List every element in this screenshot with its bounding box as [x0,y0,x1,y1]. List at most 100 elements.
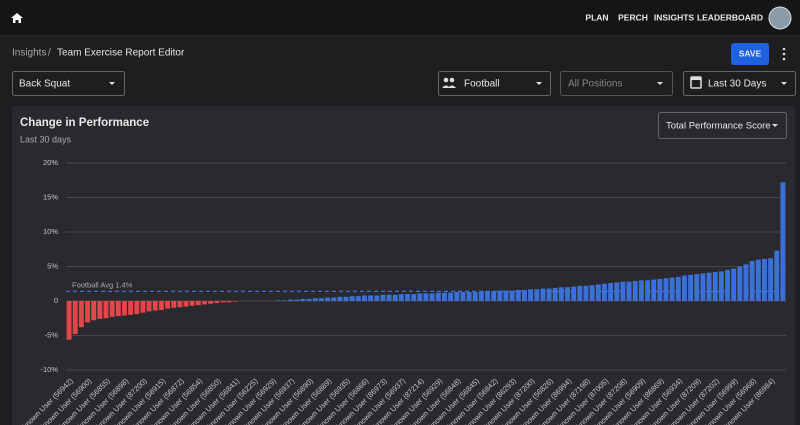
caret [109,82,115,85]
bar [577,285,583,301]
people-icon [442,77,456,88]
bar [749,260,755,301]
positions-placeholder: All Positions [568,79,622,90]
y-tick-label: 0 [54,296,58,305]
nav-perch[interactable]: PERCH [618,12,648,22]
save-label[interactable]: SAVE [739,48,762,58]
positions-select[interactable] [560,71,673,96]
bar [232,301,238,302]
bar [694,274,700,301]
bar [663,278,669,301]
calendar-icon [690,76,702,89]
metric-select[interactable] [658,112,787,139]
bar [737,266,743,301]
bar [700,273,706,301]
bar [171,301,177,308]
exercise-select[interactable] [12,71,125,96]
bar [595,284,601,301]
bar [589,285,595,301]
bar [651,279,657,301]
bar [183,301,189,307]
bar [208,301,214,304]
bar [688,274,694,301]
nav-leaderboard[interactable]: LEADERBOARD [697,12,763,22]
caret [536,82,542,85]
bar [146,301,152,312]
bar [85,301,90,323]
top-bar [0,0,800,36]
bar [743,264,749,301]
bar [337,296,343,301]
bar [134,301,140,315]
bar [454,292,460,301]
bar [97,301,103,319]
bar [368,295,374,301]
bar [91,301,97,321]
y-tick-label: 5% [47,261,58,270]
bar [66,301,72,340]
bar [675,276,681,301]
bar [392,294,398,301]
exercise-value: Back Squat [19,79,70,90]
bar [460,292,466,301]
bar [398,294,404,301]
caret [772,124,778,127]
bar [355,296,361,301]
bar [485,291,490,301]
bar [78,301,84,328]
bar [503,290,509,301]
bar [423,293,429,301]
bar [472,292,478,301]
bar [72,301,78,335]
bar [478,291,484,301]
period-select[interactable] [683,71,796,96]
more-icon[interactable] [782,47,786,61]
bar [552,287,558,301]
nav-insights[interactable]: INSIGHTS [654,12,694,22]
bar [546,288,552,301]
avatar[interactable] [768,6,792,30]
bar [497,290,503,301]
bar [318,298,324,301]
bar [115,301,121,317]
nav-plan[interactable]: PLAN [585,12,608,22]
bar [608,283,614,301]
bar [565,287,570,301]
bar [509,290,515,301]
bar [534,289,540,301]
bar [294,299,300,301]
bar [282,300,287,301]
bar [362,295,367,301]
bar [158,301,164,310]
bar [380,294,386,301]
bar [515,289,521,301]
chart-subtitle: Last 30 days [20,134,72,144]
team-select[interactable] [438,71,551,96]
bar [300,298,306,301]
bar [540,288,546,301]
caret [657,82,663,85]
save-button[interactable] [731,43,769,65]
bar [405,294,410,301]
home-icon[interactable] [11,13,23,23]
caret [781,82,787,85]
bar [522,289,527,301]
bar [602,283,607,301]
bar [669,277,675,301]
bar [177,301,183,308]
bar [417,293,423,301]
average-label: Football Avg 1.4% [72,280,133,289]
bar [571,286,577,301]
bar [780,182,786,301]
bar [349,296,355,301]
bar [226,301,232,303]
breadcrumb-parent[interactable]: Insights [12,48,46,59]
bar [528,289,534,301]
bar [558,287,564,301]
bar [214,301,220,304]
period-value: Last 30 Days [708,79,766,90]
bar [288,299,294,301]
bar [731,268,737,301]
bar [386,294,392,301]
